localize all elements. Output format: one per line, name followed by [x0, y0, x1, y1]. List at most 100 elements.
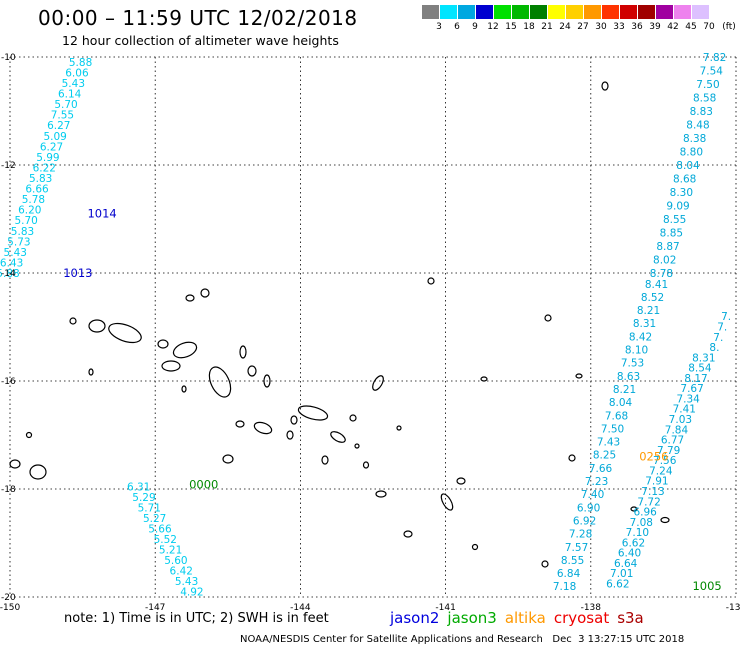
- wave-height-value: 6.64: [614, 558, 638, 570]
- track-id-label: 1005: [692, 579, 721, 593]
- island-outlines: [9, 81, 670, 568]
- wave-height-value: 7.50: [601, 423, 624, 435]
- wave-height-value: 7.56: [653, 455, 677, 467]
- color-bin-label: 30: [595, 22, 607, 32]
- wave-height-value: 5.43: [4, 247, 27, 259]
- color-bin-label: 21: [541, 22, 553, 32]
- wave-height-value: 8.42: [629, 331, 652, 343]
- wave-height-value: 8.78: [650, 268, 673, 280]
- wave-height-value: 5.27: [143, 513, 166, 525]
- wave-height-value: 7.50: [696, 79, 719, 91]
- wave-height-value: 8.02: [653, 255, 676, 267]
- wave-height-value: 6.43: [0, 257, 23, 269]
- wave-height-value: 6.40: [618, 548, 641, 560]
- color-bin-label: 70: [703, 22, 715, 32]
- wave-height-value: 6.96: [633, 507, 657, 519]
- lon-tick-label: -144: [290, 603, 311, 613]
- wave-height-value: 5.43: [62, 78, 85, 90]
- wave-height-value: 8.55: [663, 214, 686, 226]
- track-id-label: 1014: [87, 207, 116, 221]
- wave-height-value: 6.92: [573, 515, 596, 527]
- wave-height-value: 6.22: [33, 162, 56, 174]
- wave-height-value: 8.52: [641, 292, 664, 304]
- color-bin-label: 9: [472, 22, 478, 32]
- wave-height-value: 7.84: [665, 424, 689, 436]
- credit-line: NOAA/NESDIS Center for Satellite Applica…: [240, 634, 685, 645]
- wave-height-value: 8.68: [673, 174, 696, 186]
- wave-height-value: 6.84: [557, 568, 581, 580]
- wave-height-value: 8.17: [684, 373, 707, 385]
- wave-height-value: 8.04: [676, 160, 700, 172]
- wave-height-value: 6.66: [25, 184, 49, 196]
- color-bin-label: 33: [613, 22, 625, 32]
- color-swatch: [548, 5, 566, 19]
- wave-height-value: 7.91: [645, 476, 668, 488]
- wave-height-value: 8.85: [660, 228, 683, 240]
- wave-height-value: 5.78: [22, 194, 45, 206]
- color-swatch: [638, 5, 656, 19]
- lon-tick-label: -135: [726, 603, 740, 613]
- wave-height-value: 7.55: [51, 110, 74, 122]
- satellite-legend: jason2 jason3 altika cryosat s3a: [390, 609, 652, 627]
- wave-height-value: 8.54: [688, 363, 712, 375]
- wave-height-value: 7.72: [637, 496, 660, 508]
- wave-height-value: 7.67: [680, 383, 703, 395]
- color-bin-label: 6: [454, 22, 460, 32]
- wave-height-value: 8.21: [637, 305, 660, 317]
- color-bin-label: 27: [577, 22, 589, 32]
- wave-height-value: 7.43: [597, 437, 620, 449]
- wave-height-value: 7.68: [605, 410, 628, 422]
- wave-height-value: 8.83: [690, 106, 713, 118]
- wave-height-value: 8.30: [670, 187, 693, 199]
- wave-height-value: 6.77: [661, 435, 684, 447]
- map-title: 00:00 – 11:59 UTC 12/02/2018: [38, 6, 358, 30]
- lon-tick-label: -150: [0, 603, 20, 613]
- lat-lon-grid: [9, 56, 737, 598]
- color-bin-label: 15: [505, 22, 517, 32]
- wave-height-value: 8.10: [625, 345, 648, 357]
- wave-height-value: 5.09: [43, 131, 66, 143]
- wave-height-value: 8.48: [686, 120, 709, 132]
- color-swatch: [620, 5, 638, 19]
- color-swatch: [458, 5, 476, 19]
- color-bin-label: 39: [649, 22, 661, 32]
- color-bin-label: 45: [685, 22, 697, 32]
- color-swatch: [584, 5, 602, 19]
- wave-height-value: 8.04: [609, 397, 633, 409]
- color-swatch: [440, 5, 458, 19]
- track-id-label: 0000: [189, 478, 218, 492]
- lon-tick-label: -141: [435, 603, 455, 613]
- wave-height-value: 7.41: [673, 404, 696, 416]
- wave-height-value: 7.08: [630, 517, 653, 529]
- color-swatch: [602, 5, 620, 19]
- wave-height-value: 8.87: [656, 241, 679, 253]
- wave-height-value: 5.71: [138, 502, 161, 514]
- wave-height-value: 6.20: [18, 205, 41, 217]
- legend-item-cryosat: cryosat: [553, 609, 610, 627]
- wave-height-value: 7.18: [553, 581, 576, 593]
- lat-tick-label: -20: [1, 593, 16, 603]
- wave-height-value: 6.90: [577, 502, 600, 514]
- wave-height-value: 7.82: [703, 52, 726, 64]
- color-bin-label: 24: [559, 22, 571, 32]
- axis-tick-labels: -150 -147 -144 -141 -138 -135 -10 -12 -14 -16 -18 -…: [0, 53, 740, 613]
- wave-height-value: 5.73: [7, 236, 30, 248]
- wave-height-value: 9.09: [666, 201, 689, 213]
- lon-tick-label: -138: [581, 603, 602, 613]
- lat-tick-label: -16: [1, 377, 16, 387]
- wave-height-value: 7.54: [700, 66, 724, 78]
- wave-height-value: 4.92: [180, 587, 203, 599]
- color-bin-label: 36: [631, 22, 643, 32]
- color-bin-label: 18: [523, 22, 535, 32]
- altimeter-tracks: 5.886.065.436.145.707.556.275.096.275.99…: [0, 52, 731, 599]
- wave-height-value: 5.66: [148, 523, 172, 535]
- wave-height-value: 6.14: [58, 89, 82, 101]
- wave-height-value: 8.31: [633, 318, 656, 330]
- color-swatch: [530, 5, 548, 19]
- wave-height-value: 8.63: [617, 371, 640, 383]
- wave-height-value: 8.41: [645, 279, 668, 291]
- wave-height-value: 6.62: [606, 579, 629, 591]
- wave-height-value: 7.40: [581, 489, 604, 501]
- color-swatch: [494, 5, 512, 19]
